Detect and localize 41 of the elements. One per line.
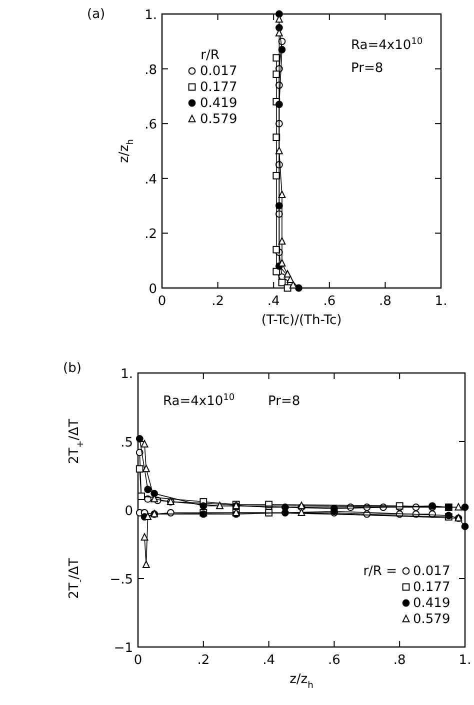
legend-label: 0.419 [200,96,238,111]
x-tick-label: .2 [212,294,224,309]
x-tick-label: .4 [267,294,280,309]
annotation: Ra=4x10$^{10}$ [163,393,235,409]
x-tick-label: .6 [328,653,340,668]
y-tick-label: .2 [144,227,157,242]
legend-label: 0.177 [413,580,450,595]
x-tick-label: .4 [262,653,276,668]
y-tick-label: −.5 [110,572,133,588]
y-tick-label: .8 [144,62,157,78]
y-tick-label: 0 [124,504,133,519]
legend-label: 0.017 [200,64,238,79]
x-tick-label: .8 [378,294,392,309]
y-tick-label: .6 [144,118,157,133]
y-tick-label: 1. [144,8,157,23]
x-tick-label: 1. [434,294,448,309]
y-tick-label: 1. [120,367,133,382]
chart-title: (a) [87,7,106,22]
y-tick-label: 0 [148,282,157,297]
x-tick-label: 0 [158,294,166,309]
legend-label: 0.017 [413,564,450,579]
annotation: Pr=8 [351,61,384,76]
legend-title: r/R = [363,564,397,579]
x-tick-label: .8 [393,653,406,668]
x-axis-title: (T-Tc)/(Th-Tc) [261,313,342,328]
y-tick-label: .5 [120,436,133,450]
x-tick-label: .6 [323,294,336,309]
y-tick-label: −1 [114,641,133,656]
legend-title: r/R [200,48,220,63]
chart-title: (b) [63,361,82,376]
legend-label: 0.177 [200,80,238,95]
annotation: Pr=8 [268,394,300,409]
x-tick-label: 0 [134,653,142,668]
legend-label: 0.579 [413,612,450,627]
legend-label: 0.579 [200,112,238,127]
annotation: Ra=4x10$^{10}$ [351,37,423,53]
y-tick-label: .4 [144,172,157,188]
x-axis-title: z/z$_{h}$ [290,672,314,691]
x-tick-label: .2 [197,653,210,668]
legend-label: 0.419 [413,596,450,611]
x-tick-label: 1. [458,653,472,668]
